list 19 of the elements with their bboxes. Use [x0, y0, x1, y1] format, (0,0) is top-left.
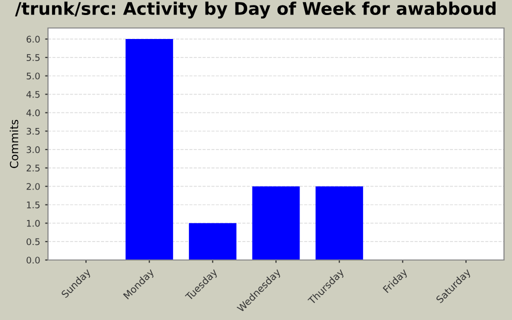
- y-tick-label: 5.0: [26, 72, 40, 80]
- y-tick-label: 6.0: [26, 36, 40, 43]
- y-tick-label: 4.5: [26, 91, 40, 98]
- chart-title: /trunk/src: Activity by Day of Week for awabboud: [15, 2, 496, 19]
- y-tick-label: 4.0: [26, 109, 40, 116]
- y-tick-label: 5.5: [26, 54, 40, 62]
- y-tick-label: 0.5: [26, 238, 40, 246]
- y-tick-label: 0.0: [26, 256, 40, 264]
- y-tick-label: 3.0: [26, 146, 40, 154]
- y-tick-label: 1.0: [26, 220, 40, 227]
- bar: [126, 39, 174, 260]
- y-axis-title: Commits: [10, 120, 18, 168]
- bar: [316, 186, 364, 260]
- y-tick-label: 3.5: [26, 128, 40, 135]
- y-tick-label: 2.5: [26, 164, 40, 172]
- y-tick-label: 1.5: [26, 202, 40, 208]
- bar: [252, 186, 300, 260]
- bar: [188, 223, 236, 260]
- y-tick-label: 2.0: [26, 183, 40, 190]
